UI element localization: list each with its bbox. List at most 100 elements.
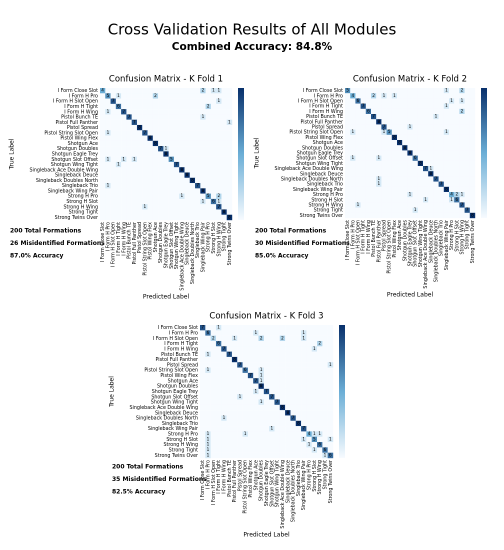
heatmap-cell — [184, 156, 190, 163]
y-tick-label: Shotgun Wing Tight — [51, 162, 98, 168]
cell-label: 1 — [207, 436, 210, 441]
heatmap-cell — [402, 129, 408, 135]
heatmap-cell — [327, 447, 334, 453]
heatmap-cell — [269, 372, 275, 379]
heatmap-cell — [454, 98, 460, 104]
heatmap-cell — [459, 140, 465, 146]
heatmap-cell — [355, 140, 361, 146]
heatmap-cell — [350, 129, 356, 135]
cell-label: 1 — [202, 114, 205, 119]
heatmap-cell — [253, 356, 259, 363]
heatmap-cell — [131, 130, 138, 136]
heatmap-cell — [142, 124, 148, 131]
heatmap-cell — [100, 114, 106, 120]
heatmap-cell — [263, 404, 270, 411]
heatmap-cell — [402, 150, 408, 156]
y-axis-label: True Label — [254, 137, 261, 169]
cell-label: 1 — [313, 431, 316, 436]
heatmap-cell — [200, 135, 206, 141]
heatmap-cell — [152, 103, 159, 110]
heatmap-cell — [189, 146, 196, 152]
heatmap-cell — [355, 150, 361, 156]
heatmap-cell — [142, 103, 148, 110]
heatmap-cell — [115, 140, 122, 147]
heatmap-cell — [345, 114, 351, 120]
y-tick-label: Shotgun Doubles — [57, 146, 99, 152]
heatmap-cell — [290, 420, 296, 427]
heatmap-cell — [221, 183, 227, 189]
heatmap-cell — [242, 330, 249, 336]
heatmap-cell — [345, 124, 351, 130]
heatmap-cell — [115, 93, 122, 99]
heatmap-cell — [438, 176, 444, 182]
heatmap-cell — [443, 98, 450, 104]
heatmap-cell — [381, 207, 387, 213]
heatmap-cell — [126, 183, 132, 189]
heatmap-cell — [131, 109, 138, 115]
cell-label: 1 — [144, 204, 147, 209]
cell-label: 8 — [260, 383, 263, 388]
heatmap-cell — [428, 186, 434, 193]
heatmap-cell — [311, 426, 318, 432]
heatmap-cell — [210, 177, 217, 184]
heatmap-cell — [115, 146, 122, 152]
x-tick-label: Pistol Bunch TE — [371, 220, 377, 257]
heatmap-cell — [226, 119, 233, 126]
heatmap-cell — [136, 177, 143, 184]
heatmap-cell — [443, 160, 450, 167]
heatmap-cell — [263, 415, 270, 421]
heatmap-cell — [195, 130, 201, 136]
heatmap-cell — [237, 442, 243, 448]
heatmap-cell — [285, 404, 291, 411]
heatmap-cell — [210, 93, 217, 99]
cell-label: 8 — [149, 135, 152, 140]
heatmap-cell — [189, 130, 196, 136]
heatmap-cell — [386, 176, 392, 182]
heatmap-cell — [142, 161, 148, 168]
heatmap-cell — [423, 140, 429, 146]
heatmap-cell — [327, 383, 334, 390]
heatmap-cell — [360, 134, 366, 141]
heatmap-cell — [306, 442, 312, 448]
x-tick-label: Singleback Deuce — [185, 222, 191, 265]
heatmap-cell — [428, 145, 434, 151]
cell-label: 1 — [107, 156, 110, 161]
heatmap-cell — [279, 388, 286, 395]
heatmap-cell — [242, 452, 249, 459]
heatmap-cell — [258, 330, 265, 336]
heatmap-cell — [355, 176, 361, 182]
heatmap-cell — [317, 442, 323, 448]
heatmap-cell — [360, 114, 366, 120]
cell-label: 8 — [165, 151, 168, 156]
heatmap-cell — [226, 93, 233, 99]
heatmap-cell — [428, 124, 434, 130]
heatmap-cell — [274, 340, 280, 347]
heatmap-cell — [247, 404, 254, 411]
heatmap-cell — [247, 410, 254, 416]
heatmap-cell — [216, 167, 222, 173]
heatmap-cell — [179, 140, 185, 147]
heatmap-cell — [454, 134, 460, 141]
heatmap-cell — [158, 109, 164, 115]
heatmap-cell — [391, 160, 398, 167]
heatmap-cell — [195, 103, 201, 110]
y-tick-label: Strong H Slot — [166, 437, 198, 443]
heatmap-cell — [179, 209, 185, 215]
heatmap-cell — [184, 167, 190, 173]
heatmap-cell — [290, 378, 296, 384]
heatmap-cell — [317, 420, 323, 427]
heatmap-cell — [407, 160, 413, 167]
heatmap-cell — [242, 356, 249, 363]
heatmap-cell — [371, 124, 377, 130]
x-tick-label: Shotgun Slot Offset — [413, 220, 419, 267]
heatmap-cell — [301, 325, 307, 331]
heatmap-cell — [247, 436, 254, 443]
heatmap-cell — [110, 204, 117, 210]
heatmap-cell — [417, 129, 424, 135]
heatmap-cell — [216, 209, 222, 215]
heatmap-cell — [221, 415, 227, 421]
heatmap-cell — [376, 181, 382, 187]
heatmap-cell — [459, 207, 465, 213]
heatmap-cell — [221, 156, 227, 163]
x-tick-label: Pistol Spread — [137, 222, 143, 253]
